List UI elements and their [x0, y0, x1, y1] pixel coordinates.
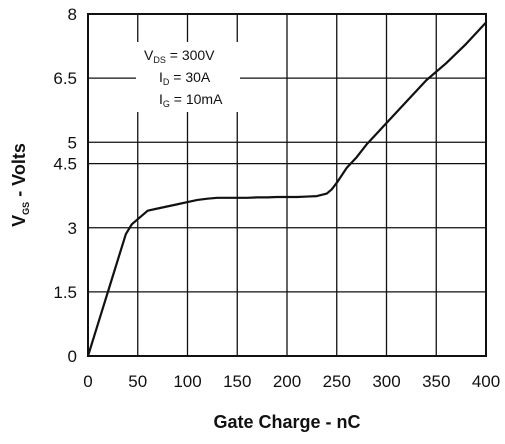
x-tick-label: 300: [372, 372, 400, 391]
y-axis-title-suffix: - Volts: [9, 143, 29, 202]
annotation-line: VDS = 300V: [144, 47, 215, 65]
y-tick-label: 5: [68, 133, 77, 152]
x-tick-label: 200: [273, 372, 301, 391]
x-tick-label: 50: [128, 372, 147, 391]
x-tick-label: 250: [323, 372, 351, 391]
plot-frame: [87, 13, 487, 357]
vgs-series-line: [86, 21, 488, 358]
annotation-value: = 10mA: [170, 91, 223, 107]
y-tick-label: 1.5: [53, 283, 77, 302]
annotation-line: IG = 10mA: [159, 91, 223, 109]
annotation-main: I: [159, 69, 163, 85]
y-tick-label: 0: [68, 347, 77, 366]
x-axis-title: Gate Charge - nC: [213, 412, 360, 432]
y-axis-title-main: V: [9, 215, 29, 227]
x-tick-label: 350: [422, 372, 450, 391]
annotation-subscript: DS: [153, 55, 166, 65]
series-line-layer: [86, 21, 488, 358]
annotation-line: ID = 30A: [159, 69, 211, 87]
x-tick-label: 100: [173, 372, 201, 391]
annotation-main: I: [159, 91, 163, 107]
tick-labels: 0 50 100 150 200 250 300 350 400 0 1.5 3 4.5 5 6.5 8: [53, 5, 500, 391]
y-tick-label: 6.5: [53, 69, 77, 88]
annotation-subscript: D: [163, 77, 170, 87]
y-tick-label: 3: [68, 219, 77, 238]
y-axis-title-sub: GS: [21, 202, 31, 215]
y-tick-label: 4.5: [53, 155, 77, 174]
x-tick-label: 400: [472, 372, 500, 391]
annotation-value: = 30A: [169, 69, 211, 85]
annotation-value: = 300V: [166, 47, 215, 63]
y-tick-label: 8: [68, 5, 77, 24]
x-tick-label: 150: [223, 372, 251, 391]
annotation-subscript: G: [163, 99, 170, 109]
annotation-main: V: [144, 47, 154, 63]
annotation-background: [136, 42, 240, 112]
x-tick-label: 0: [83, 372, 92, 391]
y-axis-title: VGS - Volts: [9, 143, 31, 227]
